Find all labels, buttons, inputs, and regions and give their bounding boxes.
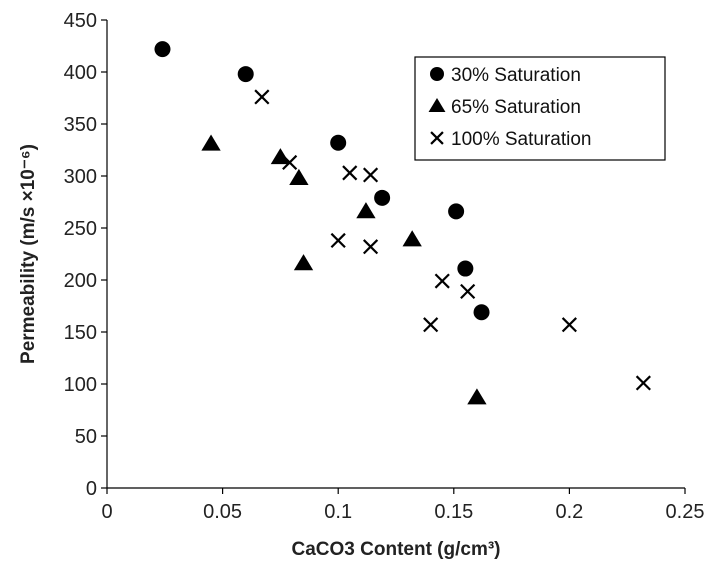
x-marker-stroke [434, 273, 450, 289]
y-tick-label: 200 [64, 270, 97, 292]
legend-label: 100% Saturation [451, 129, 592, 150]
data-point [434, 273, 450, 289]
x-marker-stroke [423, 317, 439, 333]
y-tick-label: 450 [64, 10, 97, 32]
y-axis-title: Permeability (m/s ×10⁻⁶) [18, 144, 39, 364]
x-tick-label: 0.1 [324, 501, 352, 523]
data-point [467, 388, 487, 405]
x-tick-label: 0.15 [434, 501, 473, 523]
data-point [374, 189, 391, 206]
data-point [402, 230, 422, 247]
x-marker-stroke [430, 131, 444, 145]
y-tick-label: 300 [64, 166, 97, 188]
y-tick-label: 150 [64, 322, 97, 344]
series-circle [154, 41, 490, 321]
y-tick-label: 250 [64, 218, 97, 240]
series-x [254, 89, 651, 391]
x-axis-title: CaCO3 Content (g/cm³) [292, 539, 501, 560]
data-point [154, 41, 171, 58]
x-marker-stroke [460, 283, 476, 300]
data-point [362, 239, 379, 255]
data-point [457, 260, 474, 277]
data-point [201, 134, 221, 151]
x-marker-stroke [342, 165, 358, 181]
x-tick-label: 0.2 [555, 501, 583, 523]
y-tick-label: 400 [64, 62, 97, 84]
data-point [448, 203, 465, 220]
data-point [561, 317, 577, 333]
legend-marker [430, 131, 444, 145]
y-tick-label: 0 [86, 478, 97, 500]
x-tick-label: 0.05 [203, 501, 242, 523]
y-tick-label: 50 [75, 426, 97, 448]
data-point [342, 165, 358, 181]
data-point [423, 317, 439, 333]
legend-marker [428, 97, 446, 113]
x-marker-stroke [330, 232, 346, 249]
legend-marker [430, 67, 444, 81]
series-triangle [201, 134, 487, 405]
data-point [460, 283, 476, 300]
data-point [293, 254, 314, 271]
legend-label: 30% Saturation [451, 65, 581, 86]
x-marker-stroke [254, 89, 270, 105]
legend-label: 65% Saturation [451, 97, 581, 118]
data-point [254, 89, 270, 105]
x-marker-stroke [282, 154, 298, 171]
data-point [362, 167, 379, 183]
data-point [356, 202, 376, 219]
data-point [270, 148, 291, 165]
legend-box [414, 56, 666, 161]
data-point [473, 304, 490, 321]
data-point [330, 232, 346, 249]
data-point [635, 375, 651, 391]
y-tick-label: 100 [64, 374, 97, 396]
x-tick-label: 0 [101, 501, 112, 523]
x-tick-label: 0.25 [666, 501, 705, 523]
x-marker-stroke [561, 317, 577, 333]
data-point [282, 154, 298, 171]
x-marker-stroke [635, 375, 651, 391]
data-point [237, 66, 254, 83]
y-tick-label: 350 [64, 114, 97, 136]
data-point [330, 134, 347, 151]
x-marker-stroke [362, 167, 379, 183]
data-point [289, 168, 309, 185]
x-marker-stroke [362, 239, 379, 255]
